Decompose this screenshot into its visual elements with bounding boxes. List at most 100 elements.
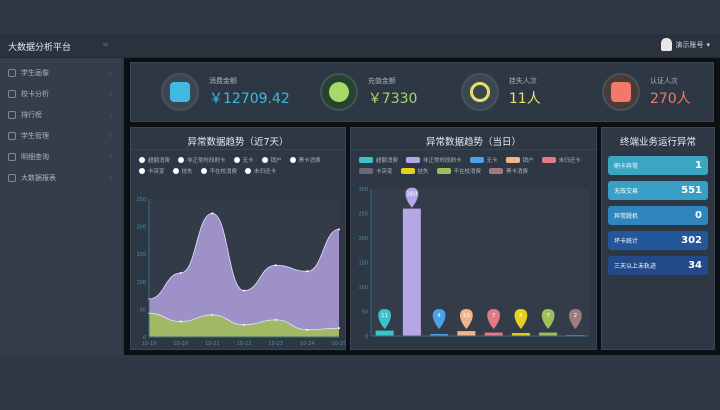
data-point	[306, 270, 309, 273]
sidebar-item-detail-query[interactable]: 明细查询 ‹	[0, 146, 122, 167]
money-bag-icon	[328, 82, 349, 102]
legend-item[interactable]: 未归还卡	[245, 167, 276, 175]
legend-item[interactable]: 卡突变	[359, 167, 393, 175]
bar-pin-marker	[487, 309, 501, 329]
x-tick-label: 10-23	[268, 341, 283, 347]
bar	[430, 334, 449, 336]
data-point	[243, 323, 245, 326]
data-point	[338, 228, 340, 231]
row-value: 302	[681, 235, 702, 246]
legend-label: 销户	[522, 158, 534, 164]
terminal-row[interactable]: 无效交易 551	[608, 181, 708, 200]
legend-label: 未归还卡	[254, 169, 277, 175]
legend-item[interactable]: 未归还卡	[541, 156, 581, 164]
stat-loss-report: 挂失人次 11人	[431, 63, 572, 121]
terminal-row[interactable]: 三天以上未轨迹 34	[608, 256, 708, 275]
stat-label: 认证人次	[649, 77, 678, 85]
legend-label: 无卡	[486, 158, 498, 164]
legend-dot-icon	[245, 168, 252, 174]
legend-label: 不在校消费	[209, 169, 238, 175]
row-value: 1	[695, 160, 702, 171]
row-label: 异常脱机	[614, 213, 639, 220]
legend-dot-icon	[178, 157, 185, 163]
sidebar-item-ranking[interactable]: 排行榜 ‹	[0, 104, 122, 125]
bar-pin-marker	[405, 187, 419, 208]
terminal-row[interactable]: 坏卡统计 302	[608, 231, 708, 250]
legend-swatch	[469, 157, 484, 163]
avatar	[661, 38, 673, 51]
legend-item[interactable]: 挂失	[172, 167, 193, 175]
sidebar-item-card-analysis[interactable]: 校卡分析 ‹	[0, 83, 122, 104]
data-point	[211, 212, 214, 215]
user-icon	[8, 68, 16, 77]
y-tick-label: 150	[136, 252, 146, 258]
x-tick-label: 10-25	[332, 341, 345, 347]
legend-label: 超额消费	[148, 158, 171, 164]
chevron-down-icon: ▾	[706, 40, 710, 49]
legend-item[interactable]: 黑卡消费	[489, 167, 528, 175]
legend-label: 挂失	[417, 169, 429, 175]
bar-pin-marker	[378, 309, 392, 329]
legend-item[interactable]: 不在校消费	[200, 167, 238, 175]
legend-item[interactable]: 超额消费	[139, 156, 170, 164]
legend-item[interactable]: 销户	[261, 156, 282, 164]
bar	[484, 332, 503, 336]
y-tick-label: 250	[358, 212, 368, 218]
stat-recharge: 充值金额 ￥7330	[290, 63, 431, 121]
legend-swatch	[505, 157, 520, 163]
x-tick-label: 10-19	[142, 341, 157, 347]
legend-dot-icon	[289, 157, 296, 163]
chevron-icon: ‹	[109, 131, 112, 140]
menu-toggle-icon[interactable]: ≡	[102, 40, 109, 49]
data-point	[243, 289, 245, 292]
legend-item[interactable]: 卡突变	[139, 167, 165, 175]
bar-chart: 0 50 100 150 200 250 300 11 260 4 10 7 6 7 2	[358, 187, 589, 340]
legend-item[interactable]: 销户	[505, 156, 534, 164]
legend-label: 超额消费	[376, 158, 399, 164]
hand-pointer-icon	[469, 82, 490, 102]
sidebar-item-label: 学生画像	[21, 68, 49, 77]
legend-item[interactable]: 黑卡消费	[289, 156, 321, 164]
row-label: 刷卡异常	[614, 163, 639, 170]
legend-swatch	[400, 168, 415, 174]
legend-item[interactable]: 不在校消费	[436, 167, 482, 175]
card-icon	[8, 89, 16, 98]
legend-item[interactable]: 无卡	[469, 156, 498, 164]
legend-item[interactable]: 无卡	[233, 156, 254, 164]
stat-value: 11人	[508, 91, 541, 107]
legend-swatch	[359, 168, 373, 174]
sidebar-item-student-profile[interactable]: 学生画像 ‹	[0, 62, 122, 83]
sidebar-item-student-management[interactable]: 学生管理 ‹	[0, 125, 122, 146]
terminal-row[interactable]: 异常脱机 0	[608, 206, 708, 225]
area-chart: 0 50 100 150 200 250 10-19 10-20 10-21 10-22 10-23…	[136, 197, 345, 347]
trend-7days-panel: 异常数据趋势（近7天） 超额消费 非正常时段刷卡 无卡 销户 黑卡消费 卡突变 挂失 不在校消…	[130, 127, 346, 350]
terminal-anomaly-panel: 终端业务运行异常 刷卡异常 1 无效交易 551 异常脱机 0 坏卡统计 302 三天以上未轨迹…	[601, 127, 715, 350]
legend-label: 非正常时段刷卡	[187, 158, 226, 164]
legend-dot-icon	[139, 157, 145, 163]
legend-item[interactable]: 挂失	[400, 167, 429, 175]
data-point	[306, 328, 309, 331]
trend-today-panel: 异常数据趋势（当日） 超额消费 非正常时段刷卡 无卡 销户 未归还卡 卡突变 挂失 不在校消费…	[350, 127, 597, 350]
legend-dot-icon	[200, 168, 207, 174]
data-point	[274, 318, 277, 321]
legend-dot-icon	[172, 168, 179, 174]
legend-label: 不在校消费	[453, 169, 482, 175]
sidebar-item-reports[interactable]: 大数据报表 ‹	[0, 167, 122, 188]
x-tick-label: 10-21	[205, 341, 220, 347]
bar-pin-marker	[568, 309, 582, 329]
sidebar: 学生画像 ‹ 校卡分析 ‹ 排行榜 ‹ 学生管理 ‹ 明细查询 ‹ 大数据报表 ‹	[0, 58, 122, 355]
terminal-row[interactable]: 刷卡异常 1	[608, 156, 708, 175]
bar-value-label: 11	[381, 313, 388, 319]
data-point	[211, 313, 214, 316]
legend-swatch	[359, 157, 373, 163]
legend-dot-icon	[233, 157, 240, 163]
row-label: 无效交易	[614, 188, 639, 195]
legend-item[interactable]: 超额消费	[359, 156, 398, 164]
user-menu[interactable]: 演示账号 ▾	[661, 38, 710, 51]
stat-label: 消费金额	[209, 77, 237, 85]
legend-item[interactable]: 非正常时段刷卡	[178, 156, 226, 164]
chevron-icon: ‹	[109, 110, 112, 119]
legend-item[interactable]: 非正常时段刷卡	[406, 156, 462, 164]
x-tick-label: 10-22	[237, 341, 252, 347]
legend-label: 黑卡消费	[506, 169, 529, 175]
